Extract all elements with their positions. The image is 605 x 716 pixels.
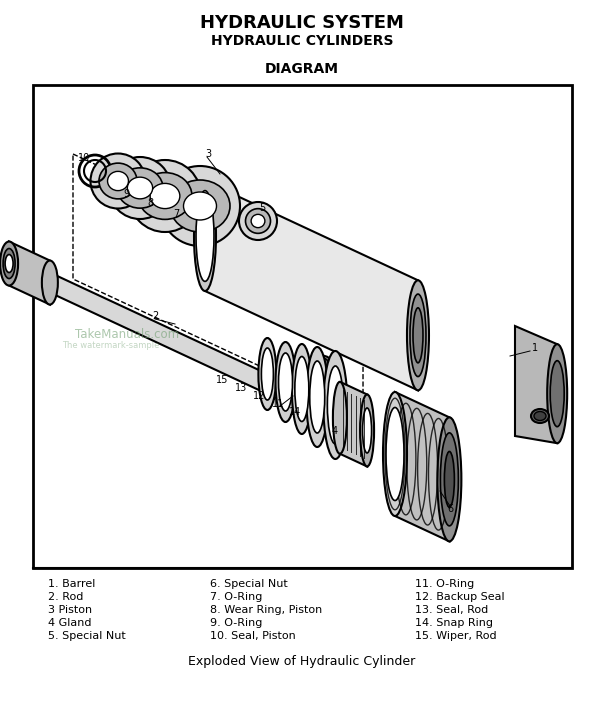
Ellipse shape — [261, 348, 273, 400]
Ellipse shape — [407, 281, 429, 390]
Text: 12. Backup Seal: 12. Backup Seal — [415, 592, 505, 602]
Text: 8: 8 — [147, 198, 153, 208]
Text: 6. Special Nut: 6. Special Nut — [210, 579, 288, 589]
Text: 2: 2 — [152, 311, 158, 321]
Text: 6: 6 — [447, 504, 453, 514]
Text: 9: 9 — [123, 189, 129, 199]
Ellipse shape — [531, 409, 549, 423]
Text: HYDRAULIC CYLINDERS: HYDRAULIC CYLINDERS — [211, 34, 393, 48]
Ellipse shape — [440, 433, 459, 526]
Ellipse shape — [194, 181, 216, 291]
Ellipse shape — [534, 412, 546, 420]
Text: 9. O-Ring: 9. O-Ring — [210, 618, 263, 628]
Ellipse shape — [329, 406, 341, 426]
Ellipse shape — [108, 171, 128, 190]
Ellipse shape — [278, 353, 292, 411]
Ellipse shape — [313, 356, 331, 369]
Text: 13. Seal, Rod: 13. Seal, Rod — [415, 605, 488, 615]
Ellipse shape — [129, 160, 201, 232]
Ellipse shape — [239, 202, 277, 240]
Ellipse shape — [310, 361, 325, 433]
Ellipse shape — [160, 166, 240, 246]
Ellipse shape — [127, 177, 152, 199]
Text: 5. Special Nut: 5. Special Nut — [48, 631, 126, 641]
Ellipse shape — [333, 382, 347, 454]
Text: 5: 5 — [259, 203, 265, 213]
Text: The watermark-sample: The watermark-sample — [62, 342, 159, 351]
Ellipse shape — [327, 366, 344, 444]
Ellipse shape — [383, 392, 407, 516]
Ellipse shape — [437, 417, 462, 541]
Ellipse shape — [323, 351, 347, 459]
Text: 10: 10 — [78, 153, 90, 163]
Ellipse shape — [3, 248, 15, 279]
Text: 1: 1 — [532, 343, 538, 353]
Ellipse shape — [275, 342, 295, 422]
Text: 2. Rod: 2. Rod — [48, 592, 83, 602]
Polygon shape — [395, 392, 450, 541]
Polygon shape — [515, 326, 557, 443]
Text: 4 Gland: 4 Gland — [48, 618, 91, 628]
Ellipse shape — [316, 358, 328, 367]
Ellipse shape — [196, 190, 214, 281]
Ellipse shape — [362, 408, 371, 453]
Text: 14. Snap Ring: 14. Snap Ring — [415, 618, 493, 628]
Text: 4: 4 — [332, 426, 338, 436]
Text: 7. O-Ring: 7. O-Ring — [210, 592, 263, 602]
Ellipse shape — [246, 208, 270, 233]
Polygon shape — [340, 382, 367, 466]
Ellipse shape — [117, 168, 163, 208]
Ellipse shape — [170, 180, 230, 232]
Polygon shape — [9, 241, 50, 304]
Text: 10. Seal, Piston: 10. Seal, Piston — [210, 631, 296, 641]
Ellipse shape — [306, 347, 329, 447]
Text: DIAGRAM: DIAGRAM — [265, 62, 339, 76]
Text: HYDRAULIC SYSTEM: HYDRAULIC SYSTEM — [200, 14, 404, 32]
Ellipse shape — [183, 192, 217, 220]
Ellipse shape — [413, 308, 423, 363]
Ellipse shape — [410, 294, 426, 377]
Ellipse shape — [138, 173, 192, 219]
Polygon shape — [54, 275, 335, 426]
Ellipse shape — [547, 344, 567, 443]
Ellipse shape — [386, 407, 404, 500]
Ellipse shape — [99, 163, 137, 199]
Text: 13: 13 — [235, 383, 247, 393]
Text: 11. O-Ring: 11. O-Ring — [415, 579, 474, 589]
Text: TakeManuals.com: TakeManuals.com — [75, 327, 179, 341]
Text: 12: 12 — [253, 391, 265, 401]
Ellipse shape — [251, 214, 265, 228]
Text: 15. Wiper, Rod: 15. Wiper, Rod — [415, 631, 497, 641]
Ellipse shape — [445, 452, 454, 507]
Ellipse shape — [5, 254, 13, 273]
Ellipse shape — [292, 344, 312, 434]
Ellipse shape — [258, 338, 276, 410]
Polygon shape — [205, 181, 418, 390]
Ellipse shape — [0, 241, 18, 286]
Text: 14: 14 — [289, 407, 301, 417]
Text: Exploded View of Hydraulic Cylinder: Exploded View of Hydraulic Cylinder — [188, 654, 416, 667]
Text: 7: 7 — [173, 209, 179, 219]
Text: 15: 15 — [216, 375, 228, 385]
Bar — [33, 85, 572, 568]
Text: 11: 11 — [272, 399, 284, 409]
Text: 1. Barrel: 1. Barrel — [48, 579, 96, 589]
Ellipse shape — [42, 261, 58, 304]
Ellipse shape — [91, 153, 145, 208]
Ellipse shape — [360, 395, 374, 466]
Ellipse shape — [295, 357, 309, 422]
Text: 8. Wear Ring, Piston: 8. Wear Ring, Piston — [210, 605, 322, 615]
Text: 3: 3 — [205, 149, 211, 159]
Ellipse shape — [109, 157, 171, 219]
Ellipse shape — [150, 183, 180, 208]
Text: 3 Piston: 3 Piston — [48, 605, 92, 615]
Ellipse shape — [550, 361, 564, 427]
